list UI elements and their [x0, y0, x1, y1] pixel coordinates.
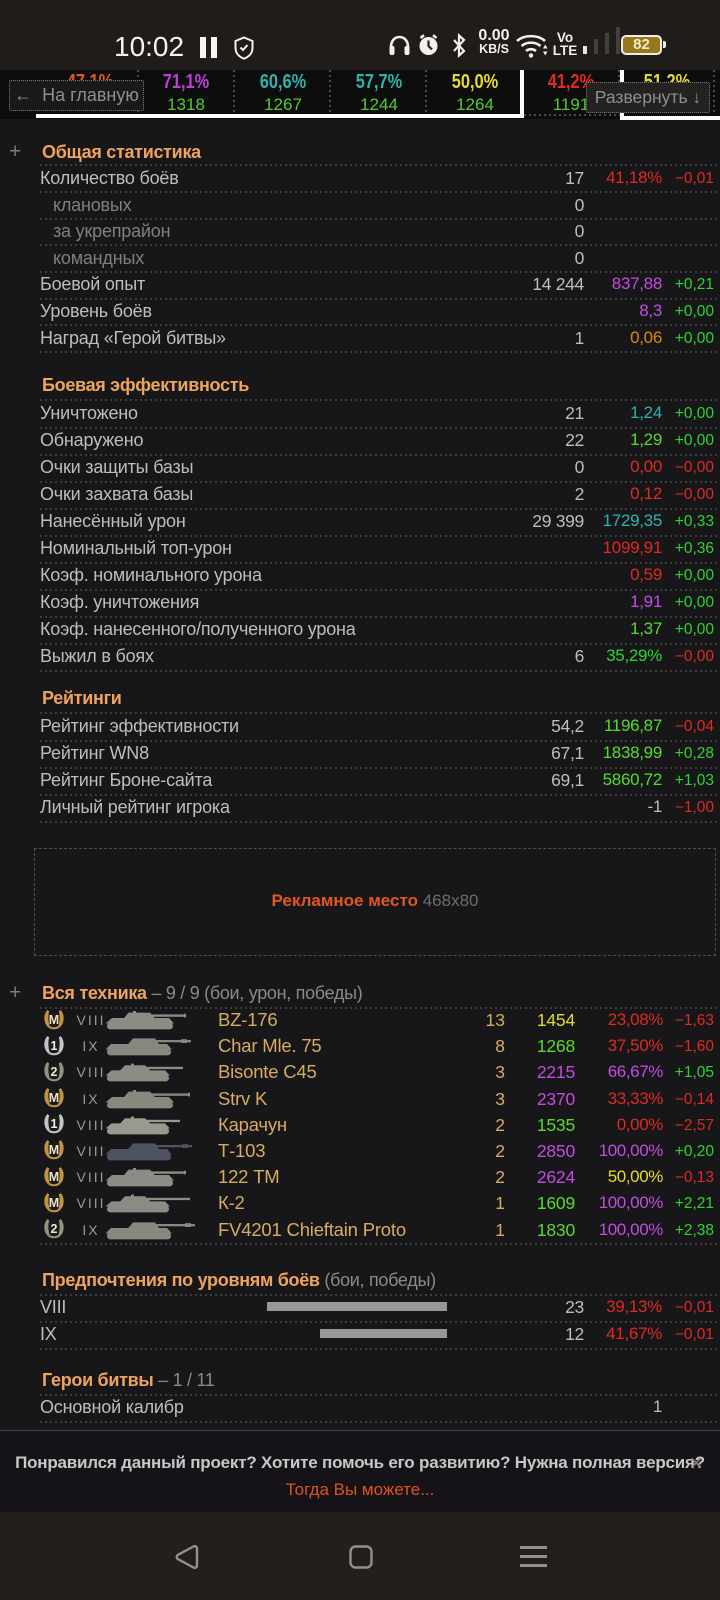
svg-text:M: M: [49, 1196, 59, 1210]
svg-text:2: 2: [51, 1065, 58, 1079]
svg-text:1: 1: [51, 1117, 58, 1131]
svg-text:M: M: [49, 1091, 59, 1105]
svg-text:M: M: [49, 1143, 59, 1157]
svg-text:M: M: [49, 1013, 59, 1027]
svg-text:2: 2: [51, 1222, 58, 1236]
svg-text:M: M: [49, 1170, 59, 1184]
svg-text:1: 1: [51, 1039, 58, 1053]
